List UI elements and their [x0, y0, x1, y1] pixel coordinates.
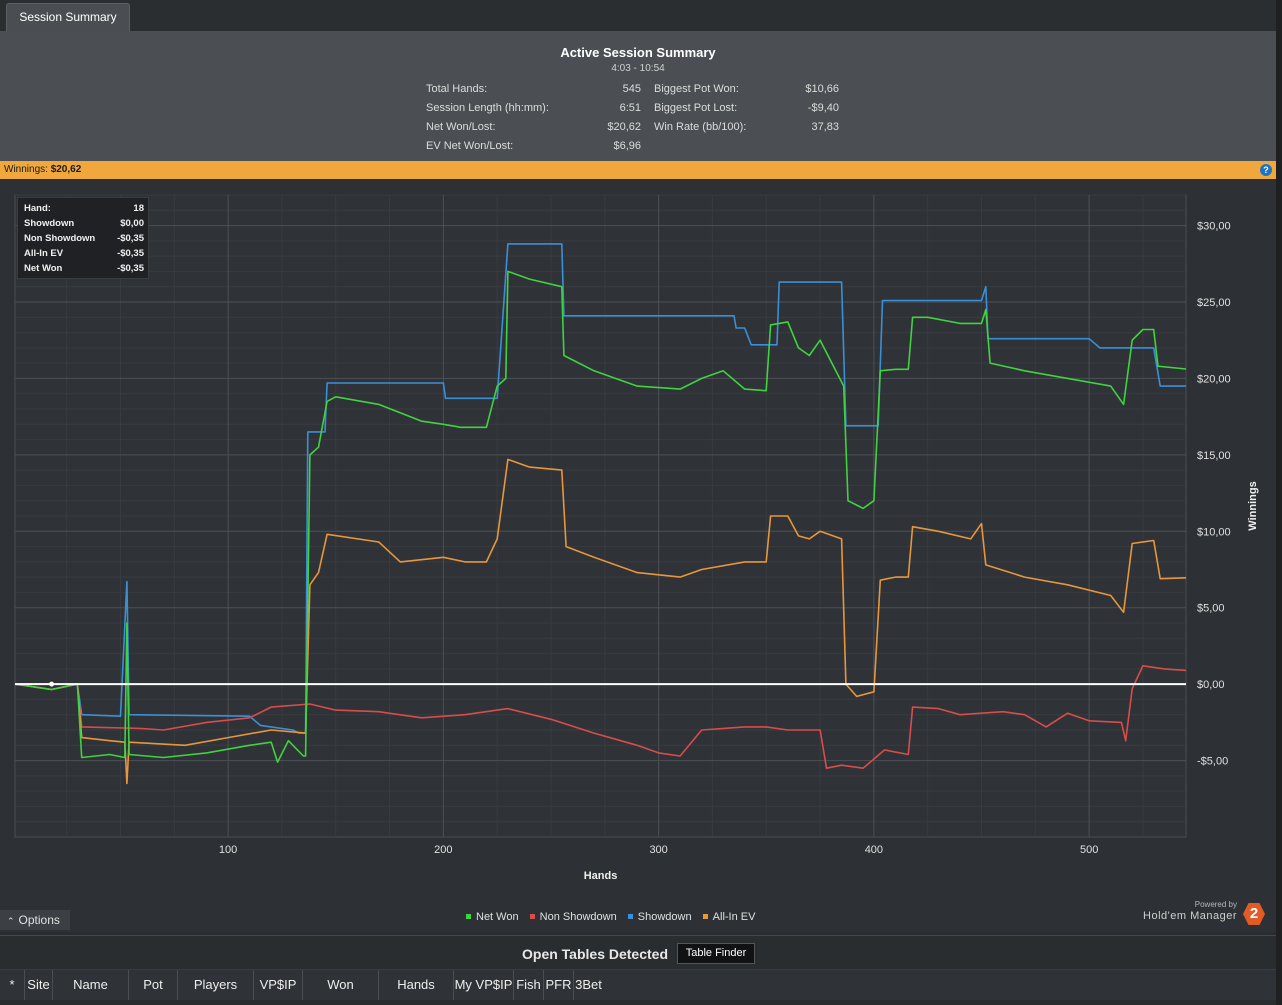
- column-header-vpip[interactable]: VP$IP: [254, 970, 303, 1000]
- stat-value-biggest-pot-won: $10,66: [805, 83, 839, 95]
- powered-by-text: Powered by: [1194, 900, 1237, 909]
- winnings-label: Winnings:: [4, 164, 48, 175]
- legend-swatch: [529, 913, 535, 919]
- legend-label: Non Showdown: [539, 911, 617, 923]
- summary-time-range: 4:03 - 10:54: [611, 63, 665, 74]
- column-header-name[interactable]: Name: [53, 970, 129, 1000]
- stat-label-biggest-pot-lost: Biggest Pot Lost:: [654, 102, 738, 114]
- legend-item-all-in-ev[interactable]: All-In EV: [702, 911, 756, 923]
- tooltip-row-net-won: Net Won -$0,35: [24, 263, 144, 277]
- tab-session-summary[interactable]: Session Summary: [6, 3, 130, 31]
- legend-swatch: [627, 913, 633, 919]
- column-header-won[interactable]: Won: [303, 970, 379, 1000]
- column-header-fish[interactable]: Fish: [514, 970, 544, 1000]
- tooltip-row-showdown: Showdown $0,00: [24, 218, 144, 232]
- winnings-amount: $20,62: [50, 164, 82, 175]
- column-header-hands[interactable]: Hands: [379, 970, 454, 1000]
- open-tables-title: Open Tables Detected: [522, 946, 669, 962]
- winnings-chart[interactable]: 100 200 300 400 500 $30,00 $25,00 $20,00 $15,00 $…: [0, 179, 1276, 909]
- column-header-site[interactable]: Site: [25, 970, 53, 1000]
- series-line-showdown: [15, 243, 1186, 734]
- winnings-bar: Winnings: $20,62 ?: [0, 161, 1276, 179]
- y-tick-label: $5,00: [1197, 603, 1225, 615]
- stat-label-win-rate: Win Rate (bb/100):: [654, 121, 747, 133]
- series-line-net-won: [14, 270, 1187, 763]
- column-header-my-vpip[interactable]: My VP$IP: [454, 970, 514, 1000]
- tooltip-key: All-In EV: [24, 248, 64, 259]
- x-tick-label: 100: [219, 844, 237, 856]
- y-tick-label: $10,00: [1197, 526, 1231, 538]
- stat-label-session-length: Session Length (hh:mm):: [426, 102, 549, 114]
- open-tables-header: Open Tables Detected Table Finder: [0, 935, 1276, 970]
- column-header-players[interactable]: Players: [178, 970, 254, 1000]
- stat-value-win-rate: 37,83: [811, 121, 839, 133]
- chart-legend: Net Won Non Showdown Showdown All-In EV: [466, 911, 763, 923]
- y-tick-label: -$5,00: [1197, 756, 1228, 768]
- tooltip-key: Net Won: [24, 263, 63, 274]
- tooltip-key: Non Showdown: [24, 233, 96, 244]
- x-tick-label: 500: [1080, 844, 1098, 856]
- stat-value-net-won: $20,62: [607, 121, 641, 133]
- stat-value-session-length: 6:51: [619, 102, 641, 114]
- tooltip-value: -$0,35: [117, 263, 144, 274]
- tooltip-key: Hand:: [24, 203, 51, 214]
- column-header-3bet[interactable]: 3Bet: [575, 977, 602, 992]
- x-tick-label: 200: [434, 844, 452, 856]
- legend-label: All-In EV: [712, 911, 756, 923]
- options-button[interactable]: ⌃ Options: [0, 910, 70, 930]
- session-summary-panel: Active Session Summary 4:03 - 10:54 Tota…: [0, 31, 1276, 161]
- chevron-up-icon: ⌃: [7, 916, 15, 926]
- powered-by-logo: Powered by Hold'em Manager 2: [1140, 899, 1265, 927]
- series-line-all-in-ev: [14, 458, 1187, 785]
- holdem-manager-text: Hold'em Manager: [1143, 910, 1237, 922]
- stat-value-ev-net-won: $6,96: [613, 140, 641, 152]
- options-label: Options: [18, 913, 60, 927]
- tooltip-key: Showdown: [24, 218, 75, 229]
- column-header-pfr[interactable]: PFR: [544, 970, 574, 1000]
- y-tick-label: $25,00: [1197, 297, 1231, 309]
- x-tick-label: 400: [865, 844, 883, 856]
- hm2-logo-icon: 2: [1243, 903, 1265, 925]
- tooltip-value: $0,00: [120, 218, 144, 229]
- series-line-non-showdown: [14, 664, 1187, 770]
- window-edge: [1276, 0, 1282, 1005]
- x-axis-label: Hands: [584, 870, 618, 882]
- open-tables-columns: * Site Name Pot Players VP$IP Won Hands …: [0, 969, 1276, 1000]
- y-tick-label: $0,00: [1197, 679, 1225, 691]
- legend-item-net-won[interactable]: Net Won: [466, 911, 519, 923]
- stat-label-total-hands: Total Hands:: [426, 83, 488, 95]
- column-header-star[interactable]: *: [0, 970, 25, 1000]
- stat-value-biggest-pot-lost: -$9,40: [807, 102, 839, 114]
- legend-swatch: [466, 913, 471, 919]
- winnings-label-group: Winnings: $20,62: [4, 161, 81, 179]
- x-tick-label: 300: [649, 844, 667, 856]
- tooltip-row-non-showdown: Non Showdown -$0,35: [24, 233, 144, 247]
- tooltip-row-hand: Hand: 18: [24, 203, 144, 217]
- table-finder-button[interactable]: Table Finder: [677, 943, 755, 964]
- hover-marker: [49, 681, 55, 687]
- column-header-pot[interactable]: Pot: [129, 970, 178, 1000]
- legend-label: Showdown: [637, 911, 692, 923]
- tooltip-value: -$0,35: [117, 233, 144, 244]
- chart-tooltip: Hand: 18 Showdown $0,00 Non Showdown -$0,35…: [17, 197, 149, 279]
- stat-label-ev-net-won: EV Net Won/Lost:: [426, 140, 514, 152]
- legend-item-non-showdown[interactable]: Non Showdown: [529, 911, 617, 923]
- y-tick-label: $20,00: [1197, 373, 1231, 385]
- stat-value-total-hands: 545: [622, 83, 641, 95]
- stat-label-net-won: Net Won/Lost:: [426, 121, 496, 133]
- tooltip-row-all-in-ev: All-In EV -$0,35: [24, 248, 144, 262]
- tooltip-value: -$0,35: [117, 248, 144, 259]
- y-tick-label: $15,00: [1197, 450, 1231, 462]
- tooltip-value: 18: [133, 203, 144, 214]
- legend-item-showdown[interactable]: Showdown: [627, 911, 692, 923]
- help-icon[interactable]: ?: [1260, 164, 1272, 176]
- tab-bar: Session Summary: [0, 0, 1282, 32]
- legend-swatch: [702, 913, 708, 919]
- y-tick-label: $30,00: [1197, 221, 1231, 233]
- stat-label-biggest-pot-won: Biggest Pot Won:: [654, 83, 739, 95]
- legend-label: Net Won: [476, 911, 519, 923]
- summary-title: Active Session Summary: [560, 45, 716, 60]
- y-axis-label: Winnings: [1247, 481, 1259, 530]
